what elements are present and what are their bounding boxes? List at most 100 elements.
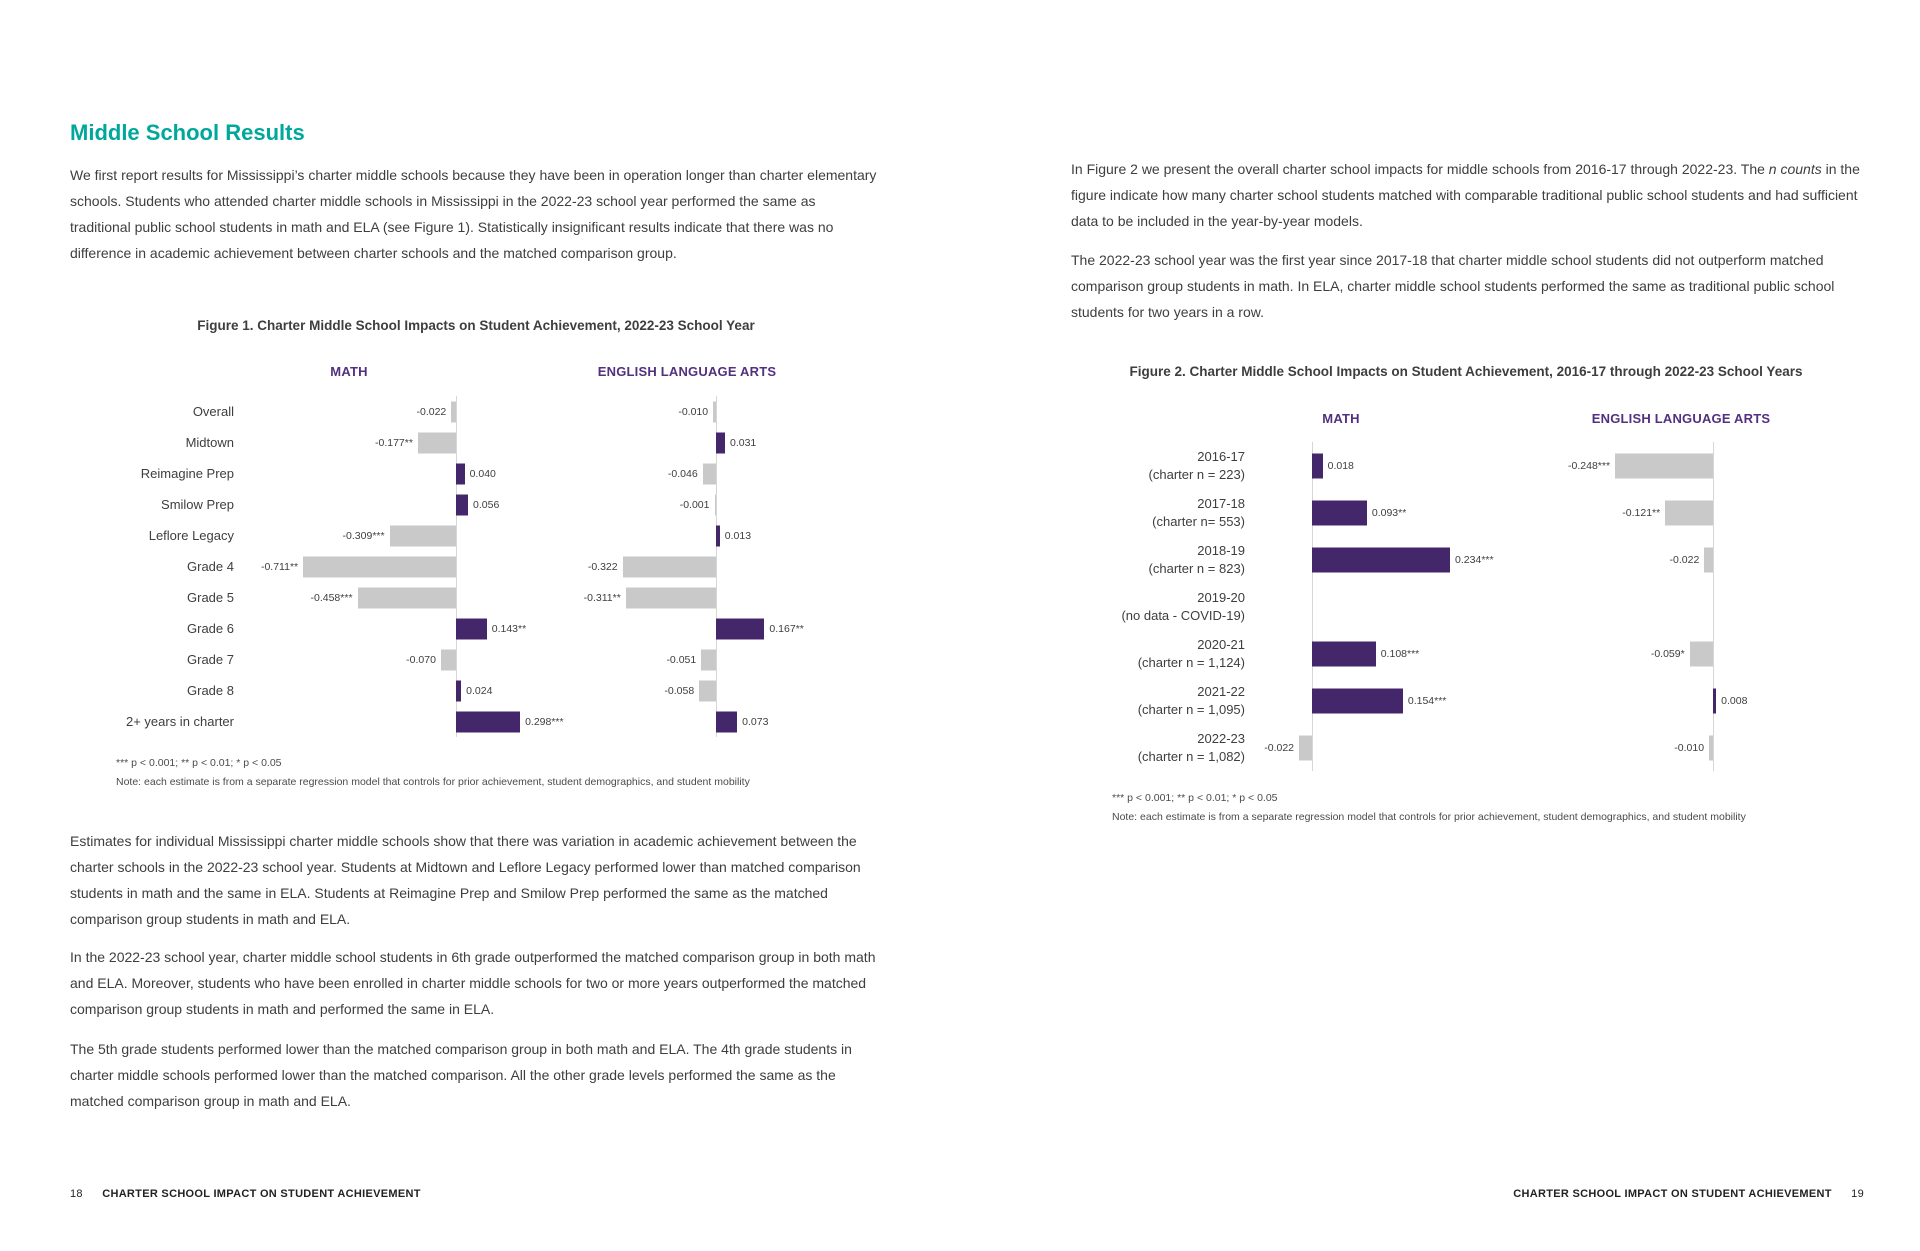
figure2-bar-chart: MATH ENGLISH LANGUAGE ARTS 2016-17 (charter… — [1100, 405, 1860, 771]
category-label: Leflore Legacy — [148, 527, 234, 543]
chart-row: 2+ years in charter 0.298*** 0.073 — [70, 706, 882, 737]
category-label: 2021-22 (charter n = 1,095) — [1137, 683, 1245, 717]
series-header-math: MATH — [330, 364, 368, 379]
zero-axis-line — [716, 582, 717, 613]
bar-cell: -0.059* — [1545, 630, 1860, 677]
page-number-left: 18 — [70, 1188, 83, 1200]
category-label: 2+ years in charter — [125, 713, 234, 729]
bar — [456, 618, 487, 639]
bar-cell: -0.322 — [572, 551, 882, 582]
bar-value-label: 0.013 — [724, 529, 752, 542]
bar-cell: 0.013 — [572, 520, 882, 551]
bar-value-label: -0.022 — [1264, 741, 1295, 754]
bar-cell: -0.309*** — [234, 520, 572, 551]
zero-axis-line — [716, 644, 717, 675]
category-label: Midtown — [185, 434, 234, 450]
bar — [1312, 453, 1323, 478]
chart-row: Smilow Prep 0.056 -0.001 — [70, 489, 882, 520]
n-counts-italic: n counts — [1768, 161, 1822, 177]
category-label: Overall — [192, 403, 234, 419]
zero-axis-line — [1312, 583, 1313, 630]
bar-cell: -0.051 — [572, 644, 882, 675]
chart-row: Overall -0.022 -0.010 — [70, 396, 882, 427]
category-label: Reimagine Prep — [140, 465, 234, 481]
bar-value-label: -0.177** — [375, 436, 413, 449]
zero-axis-line — [1713, 536, 1714, 583]
bar-value-label: 0.040 — [469, 467, 496, 480]
bar-cell: -0.058 — [572, 675, 882, 706]
zero-axis-line — [1713, 442, 1714, 489]
chart-row: 2017-18 (charter n= 553) 0.093** -0.121** — [1100, 489, 1860, 536]
section-heading: Middle School Results — [70, 120, 305, 145]
category-label: Smilow Prep — [161, 496, 234, 512]
page-number-right: 19 — [1851, 1188, 1864, 1200]
zero-axis-line — [716, 396, 717, 427]
bar-cell: 0.040 — [234, 458, 572, 489]
bar — [357, 587, 456, 608]
chart-row: 2018-19 (charter n = 823) 0.234*** -0.022 — [1100, 536, 1860, 583]
bar-value-label: -0.711** — [260, 560, 299, 573]
bar-value-label: -0.309*** — [342, 529, 385, 542]
bar-cell: 0.234*** — [1245, 536, 1545, 583]
bar — [1299, 735, 1312, 760]
bar-cell: -0.022 — [1545, 536, 1860, 583]
bar-value-label: 0.018 — [1327, 459, 1354, 472]
figure2-significance-legend: *** p < 0.001; ** p < 0.01; * p < 0.05 — [1112, 792, 1278, 804]
chart-rows: 2016-17 (charter n = 223) 0.018 -0.248*** 20… — [1100, 442, 1860, 771]
category-label: 2017-18 (charter n= 553) — [1152, 495, 1245, 529]
footer-report-title-right: CHARTER SCHOOL IMPACT ON STUDENT ACHIEVE… — [1513, 1188, 1832, 1200]
bar — [456, 494, 469, 515]
bar — [716, 525, 720, 546]
bar-cell: 0.298*** — [234, 706, 572, 737]
zero-axis-line — [1312, 724, 1313, 771]
bar-value-label: -0.001 — [679, 498, 710, 511]
chart-row: 2019-20 (no data - COVID-19) — [1100, 583, 1860, 630]
zero-axis-line — [716, 551, 717, 582]
zero-axis-line — [456, 427, 457, 458]
series-header-math: MATH — [1322, 411, 1360, 426]
category-label: Grade 8 — [187, 682, 234, 698]
bar-value-label: -0.121** — [1622, 506, 1661, 519]
chart-row: 2020-21 (charter n = 1,124) 0.108*** -0.059… — [1100, 630, 1860, 677]
category-label: Grade 4 — [187, 558, 234, 574]
category-label: 2019-20 (no data - COVID-19) — [1121, 589, 1245, 623]
bar — [440, 649, 456, 670]
year-comparison-paragraph: The 2022-23 school year was the first ye… — [1071, 252, 1835, 320]
zero-axis-line — [716, 489, 717, 520]
series-header-english-language-arts: ENGLISH LANGUAGE ARTS — [597, 364, 777, 379]
chart-row: Grade 7 -0.070 -0.051 — [70, 644, 882, 675]
zero-axis-line — [456, 520, 457, 551]
zero-axis-line — [456, 582, 457, 613]
figure2-method-note: Note: each estimate is from a separate r… — [1112, 811, 1746, 823]
figure2-title: Figure 2. Charter Middle School Impacts … — [1129, 364, 1803, 379]
figure1-bar-chart: MATH ENGLISH LANGUAGE ARTS Overall -0.022 -0… — [70, 358, 882, 737]
intro-paragraph: We first report results for Mississippi’… — [70, 167, 877, 261]
bar-value-label: 0.056 — [473, 498, 500, 511]
category-label: 2020-21 (charter n = 1,124) — [1137, 636, 1245, 670]
bar-value-label: 0.143** — [491, 622, 527, 635]
bar-cell — [1545, 583, 1860, 630]
bar-value-label: -0.311** — [583, 591, 621, 604]
figure2-intro-text-cont: in the figure indicate how many charter … — [1071, 161, 1860, 229]
figure2-intro-paragraph: In Figure 2 we present the overall chart… — [1071, 156, 1863, 234]
bar-cell — [1245, 583, 1545, 630]
bar-cell: -0.010 — [572, 396, 882, 427]
bar-cell: -0.022 — [1245, 724, 1545, 771]
bar-cell: 0.093** — [1245, 489, 1545, 536]
chart-series-headers: MATH ENGLISH LANGUAGE ARTS — [70, 358, 882, 396]
bar-value-label: -0.458*** — [310, 591, 353, 604]
bar-value-label: -0.010 — [1674, 741, 1705, 754]
bar-cell: 0.073 — [572, 706, 882, 737]
bar-cell: -0.022 — [234, 396, 572, 427]
bar — [713, 401, 716, 422]
bar-value-label: 0.234*** — [1455, 553, 1494, 566]
chart-row: Grade 4 -0.711** -0.322 — [70, 551, 882, 582]
bar-cell: 0.056 — [234, 489, 572, 520]
bar-cell: 0.154*** — [1245, 677, 1545, 724]
bar — [625, 587, 716, 608]
grade6-results-paragraph: In the 2022-23 school year, charter midd… — [70, 949, 876, 1017]
chart-series-headers: MATH ENGLISH LANGUAGE ARTS — [1100, 405, 1860, 442]
zero-axis-line — [1713, 489, 1714, 536]
bar-cell: 0.108*** — [1245, 630, 1545, 677]
bar-cell: 0.031 — [572, 427, 882, 458]
